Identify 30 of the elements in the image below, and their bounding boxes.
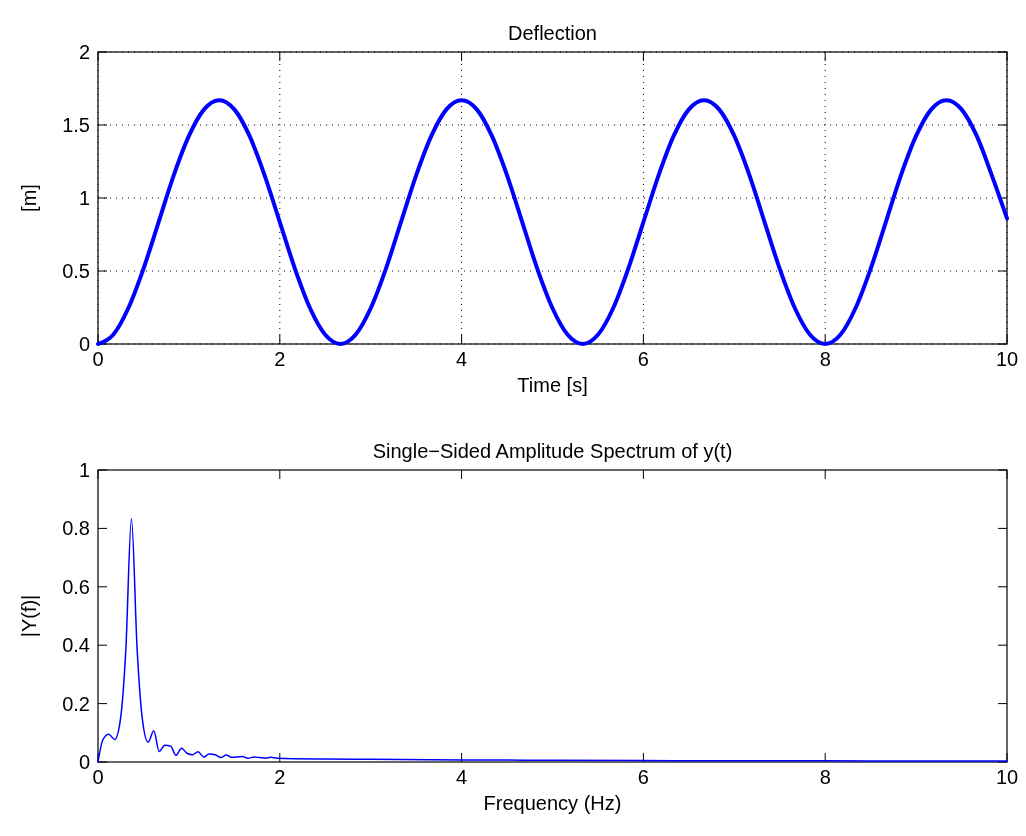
chart-title: Single−Sided Amplitude Spectrum of y(t) [372,440,733,462]
y-tick-label: 0 [78,751,90,773]
y-tick-label: 0.6 [62,575,90,598]
y-tick-label: 0.2 [62,692,90,715]
y-tick-label: 0.5 [62,260,90,282]
x-tick-label: 10 [995,348,1019,370]
x-tick-label: 0 [92,348,104,370]
x-tick-label: 2 [274,766,286,788]
x-tick-label: 2 [274,348,286,370]
x-tick-label: 0 [92,766,104,788]
y-tick-label: 2 [78,41,90,63]
x-axis-title: Frequency (Hz) [483,792,622,814]
y-axis-title: |Y(f)| [18,594,40,638]
x-tick-label: 6 [637,766,649,788]
x-tick-label: 8 [819,348,831,370]
x-axis-title: Time [s] [517,374,588,396]
y-tick-label: 0 [78,333,90,355]
x-tick-label: 4 [456,766,468,788]
x-tick-label: 6 [637,348,649,370]
x-tick-label: 4 [456,348,468,370]
line-series [97,518,1008,763]
y-axis-title: [m] [18,184,40,212]
y-tick-label: 1 [78,187,90,209]
x-tick-label: 8 [819,766,831,788]
x-tick-label: 10 [995,766,1019,788]
y-tick-label: 0.8 [62,517,90,540]
chart-title: Deflection [508,22,597,44]
y-tick-label: 0.4 [62,634,90,657]
y-tick-label: 1 [78,459,90,481]
y-tick-label: 1.5 [62,114,90,136]
